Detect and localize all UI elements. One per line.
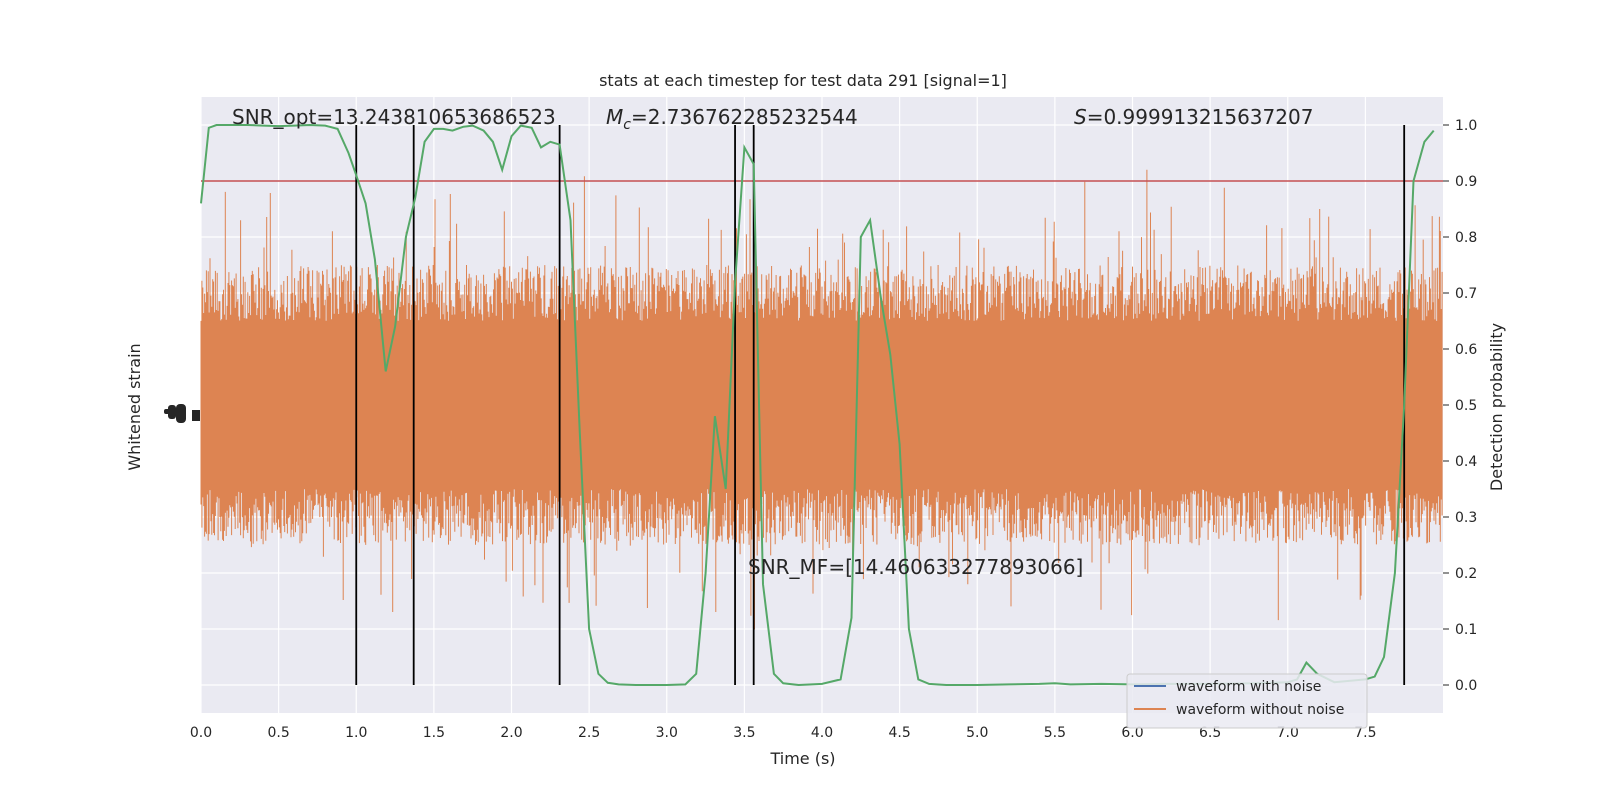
y-tick-label: 0.4 — [1455, 454, 1477, 470]
x-tick-label: 4.5 — [888, 725, 910, 741]
noise-band — [200, 169, 1443, 630]
y-axis-right: 0.0 0.1 0.2 0.3 0.4 0.5 0.6 0.7 0.8 0.9 1.0 — [1443, 118, 1477, 694]
left-tick-glyph — [168, 405, 176, 419]
left-tick-glyph — [192, 410, 200, 421]
x-tick-label: 6.5 — [1199, 725, 1221, 741]
x-tick-label: 1.0 — [345, 725, 367, 741]
right-y-axis-label: Detection probability — [1487, 323, 1506, 491]
y-tick-label: 0.8 — [1455, 230, 1477, 246]
left-y-axis-ticks-overlap — [164, 404, 200, 423]
y-tick-label: 0.3 — [1455, 510, 1477, 526]
x-tick-label: 5.5 — [1044, 725, 1066, 741]
x-tick-label: 0.0 — [190, 725, 212, 741]
x-tick-label: 4.0 — [811, 725, 833, 741]
x-tick-label: 7.0 — [1277, 725, 1299, 741]
snr-mf-annotation: SNR_MF=[14.460633277893066] — [748, 555, 1083, 579]
y-tick-label: 0.5 — [1455, 398, 1477, 414]
x-axis: 0.0 0.5 1.0 1.5 2.0 2.5 3.0 3.5 4.0 4.5 5.0 5.5 6.0 6… — [190, 725, 1377, 741]
y-tick-label: 0.1 — [1455, 622, 1477, 638]
x-tick-label: 2.5 — [578, 725, 600, 741]
legend: waveform with noise waveform without noi… — [1126, 673, 1368, 729]
x-tick-label: 5.0 — [966, 725, 988, 741]
legend-box — [1126, 673, 1368, 729]
legend-label-without-noise: waveform without noise — [1176, 702, 1344, 718]
x-tick-label: 6.0 — [1121, 725, 1143, 741]
s-statistic-annotation: S=0.999913215637207 — [1074, 105, 1313, 129]
chirp-mass-annotation: Mc=2.736762285232544 — [606, 105, 858, 133]
y-tick-label: 0.0 — [1455, 678, 1477, 694]
left-tick-glyph — [176, 404, 186, 423]
x-axis-label: Time (s) — [769, 749, 835, 768]
y-tick-label: 0.6 — [1455, 342, 1477, 358]
snr-opt-annotation: SNR_opt=13.243810653686523 — [232, 105, 556, 129]
x-tick-label: 2.0 — [500, 725, 522, 741]
chart-title: stats at each timestep for test data 291… — [599, 71, 1007, 90]
left-y-axis-label: Whitened strain — [125, 343, 144, 470]
y-tick-label: 0.9 — [1455, 174, 1477, 190]
x-tick-label: 1.5 — [423, 725, 445, 741]
legend-label-with-noise: waveform with noise — [1176, 679, 1321, 695]
x-tick-label: 7.5 — [1354, 725, 1376, 741]
waveform-without-noise-series — [200, 169, 1443, 630]
x-tick-label: 0.5 — [267, 725, 289, 741]
x-tick-label: 3.0 — [656, 725, 678, 741]
y-tick-label: 0.2 — [1455, 566, 1477, 582]
x-tick-label: 3.5 — [733, 725, 755, 741]
y-tick-label: 0.7 — [1455, 286, 1477, 302]
y-tick-label: 1.0 — [1455, 118, 1477, 134]
